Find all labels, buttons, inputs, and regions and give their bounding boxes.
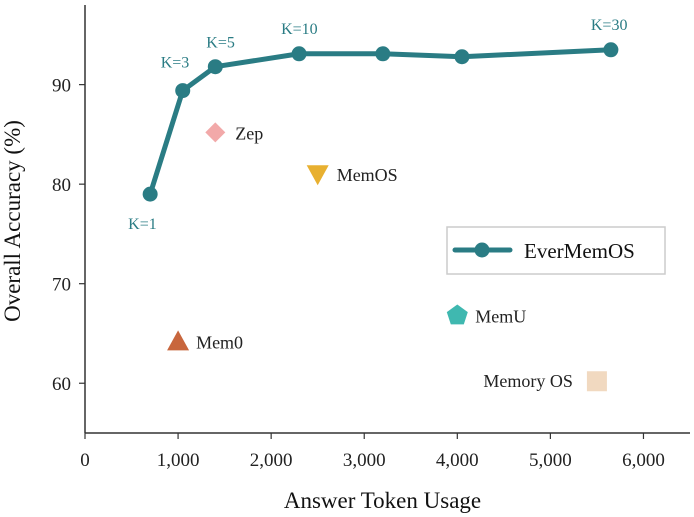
marker-memos	[306, 165, 329, 186]
legend-label: EverMemOS	[524, 239, 635, 263]
label-mem0: Mem0	[196, 332, 243, 352]
legend: EverMemOS	[446, 226, 666, 275]
label-memu: MemU	[475, 307, 526, 327]
k-label: K=3	[161, 55, 190, 72]
x-axis-title: Answer Token Usage	[284, 488, 481, 513]
x-tick-label: 3,000	[343, 450, 386, 471]
x-tick-label: 4,000	[436, 450, 479, 471]
label-memos: MemOS	[337, 165, 398, 185]
series-point	[375, 46, 391, 62]
k-label: K=1	[128, 216, 157, 233]
x-tick-label: 5,000	[529, 450, 572, 471]
y-tick-label: 80	[52, 175, 71, 196]
y-tick-label: 70	[52, 275, 71, 296]
legend-marker	[474, 242, 490, 258]
y-tick-label: 60	[52, 374, 71, 395]
y-axis-title: Overall Accuracy (%)	[0, 120, 25, 322]
k-label: K=10	[281, 21, 318, 38]
baseline-points: Zep MemOS Mem0 MemU Memory OS	[167, 122, 607, 392]
y-tick-label: 90	[52, 76, 71, 97]
series-point	[603, 42, 619, 58]
series-point	[454, 49, 470, 65]
marker-zep	[205, 122, 226, 143]
x-tick-label: 1,000	[157, 450, 200, 471]
marker-memory-os	[586, 371, 607, 392]
x-tick-label: 2,000	[250, 450, 293, 471]
x-tick-label: 6,000	[622, 450, 665, 471]
marker-memu	[446, 304, 468, 325]
series-point	[175, 83, 191, 99]
label-memory-os: Memory OS	[483, 371, 573, 391]
series-point	[291, 46, 307, 62]
series-point	[142, 186, 158, 202]
k-label: K=5	[206, 35, 235, 52]
series-evermemos: K=1 K=3 K=5 K=10 K=30	[128, 17, 627, 233]
axes: 0 1,000 2,000 3,000 4,000 5,000 6,000 60 70 80 90 A…	[0, 5, 690, 513]
label-zep: Zep	[235, 123, 263, 143]
series-point	[207, 59, 223, 75]
x-tick-label: 0	[80, 450, 90, 471]
k-label: K=30	[591, 17, 628, 34]
marker-mem0	[167, 330, 190, 351]
